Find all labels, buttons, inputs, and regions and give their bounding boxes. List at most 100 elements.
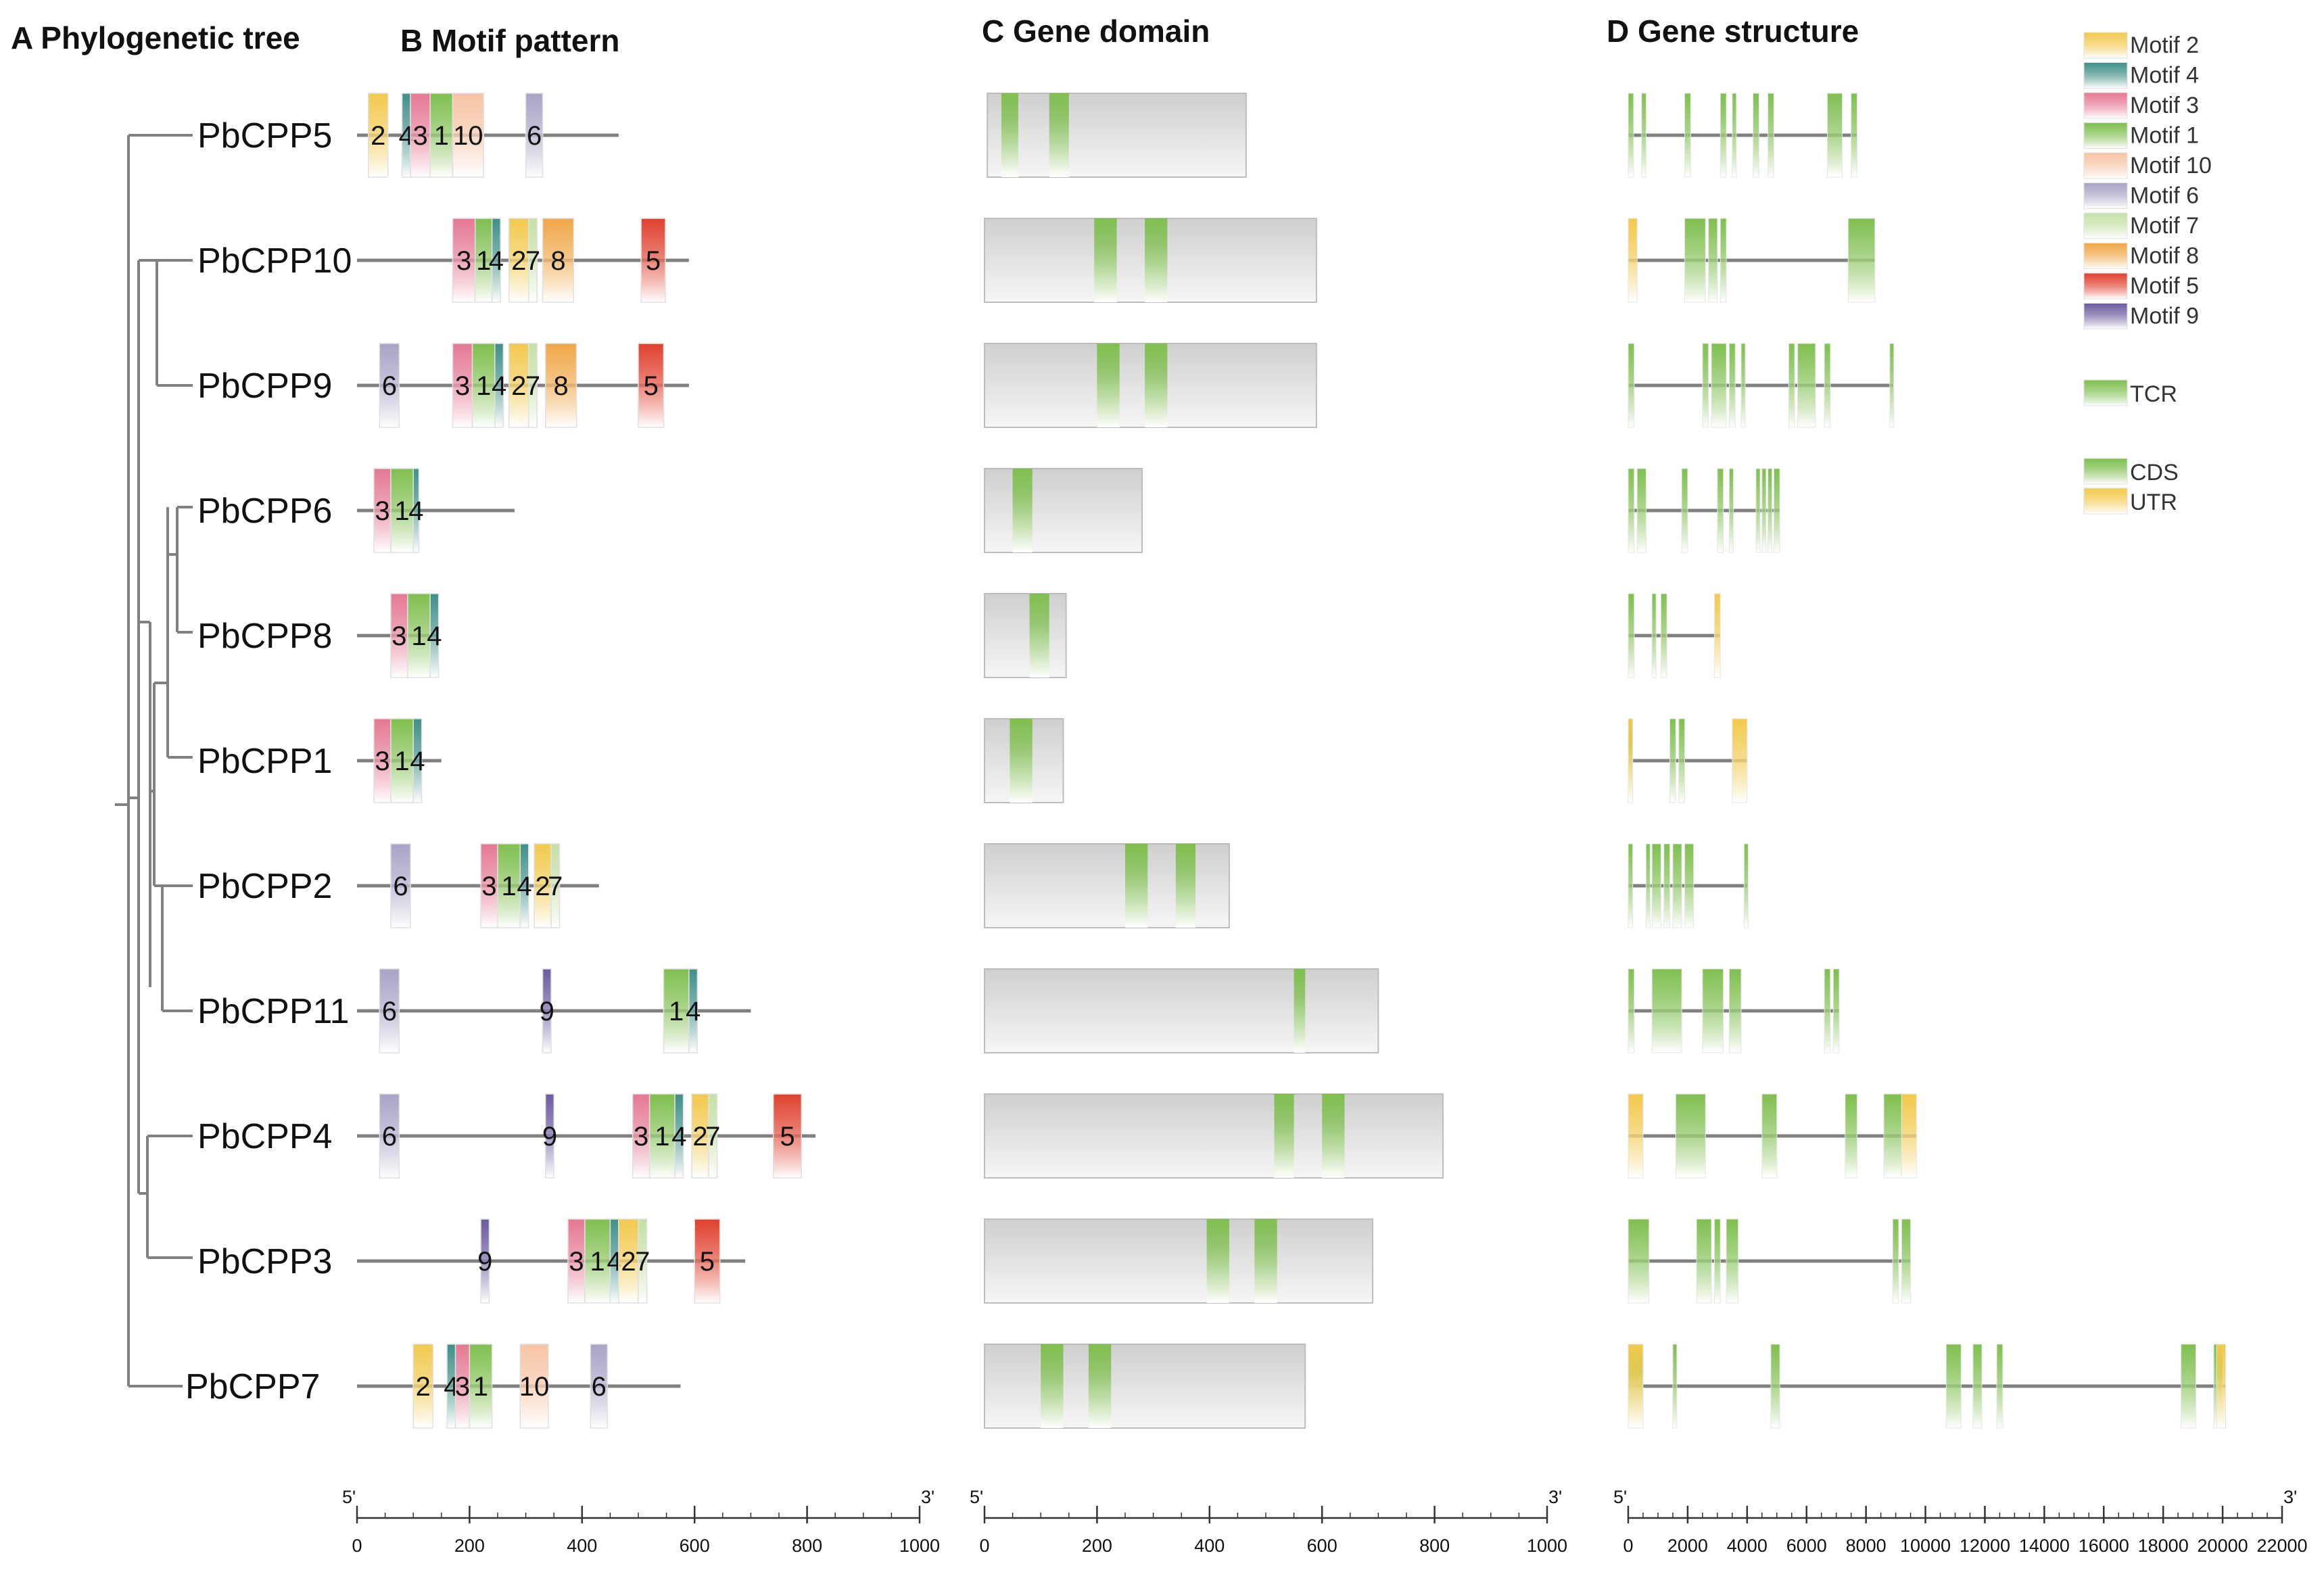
scale-axes: 0 200 400 600 800 1000 5' 3' 0 200 400 600 800 1000 5'…: [342, 1487, 2308, 1556]
axis-tick-label: 1000: [1527, 1536, 1567, 1556]
motif-label: 4: [427, 621, 442, 651]
cds-exon: [1636, 468, 1646, 553]
motif-4-box: [429, 593, 440, 678]
tcr-domain: [1294, 969, 1306, 1053]
tcr-domain: [1001, 93, 1018, 177]
motif-9-box: [542, 968, 552, 1053]
motif-label: 10: [453, 121, 483, 151]
axis-tick-label: 16000: [2079, 1536, 2129, 1556]
panel-title-gene-structure: D Gene structure: [1607, 14, 1859, 49]
motif-label: 7: [525, 371, 540, 401]
tcr-domain: [1012, 469, 1033, 552]
cds-exon: [1768, 93, 1774, 178]
cds-exon: [1945, 1344, 1962, 1429]
gene-name: PbCPP8: [197, 617, 332, 656]
motif-label: 6: [382, 1122, 397, 1151]
motif-8-box: [542, 218, 575, 303]
axis-tick-label: 22000: [2256, 1536, 2307, 1556]
cds-exon: [1761, 468, 1767, 553]
axis-b: 0 200 400 600 800 1000 5' 3': [342, 1487, 940, 1556]
domain-box: [984, 1218, 1374, 1304]
legend-label-motif-9: Motif 9: [2130, 304, 2199, 329]
cds-exon: [1641, 93, 1646, 178]
motif-label: 5: [700, 1247, 715, 1277]
domain-box: [984, 968, 1379, 1053]
cds-exon: [1720, 93, 1727, 178]
cds-exon: [1628, 968, 1635, 1053]
axis-tick-label: 800: [792, 1536, 822, 1556]
gene-row-pbcpp4: PbCPP4 6 9 3 1 4 27 5: [197, 1093, 1917, 1179]
cds-exon: [1628, 343, 1635, 428]
domain-box: [984, 593, 1067, 678]
motif-label: 3: [456, 246, 471, 276]
cds-exon: [1684, 843, 1694, 928]
motif-label: 2: [621, 1247, 636, 1277]
motif-3-box: [480, 843, 498, 928]
gene-name: PbCPP4: [197, 1117, 332, 1156]
cds-exon: [1996, 1344, 2003, 1429]
axis-tick-label: 14000: [2019, 1536, 2070, 1556]
domain-box: [987, 93, 1247, 178]
axis-start-label: 5': [342, 1487, 356, 1507]
motif-2-box: [412, 1344, 434, 1429]
axis-tick-label: 400: [567, 1536, 597, 1556]
motif-label: 7: [635, 1247, 650, 1277]
motif-label: 4: [408, 496, 423, 526]
motif-label: 4: [489, 246, 504, 276]
motif-label: 1: [394, 496, 409, 526]
motif-10-box: [452, 93, 484, 178]
tcr-domain: [1097, 343, 1120, 427]
utr-region: [1732, 718, 1748, 803]
cds-exon: [1672, 843, 1682, 928]
cds-exon: [1696, 1218, 1712, 1304]
motif-label: 1: [476, 371, 491, 401]
motif-label: 1: [655, 1122, 669, 1151]
motif-label: 1: [473, 1372, 488, 1402]
motif-label: 1: [590, 1247, 605, 1277]
domain-box: [984, 468, 1143, 553]
gene-name: PbCPP6: [197, 492, 332, 531]
motif-label: 2: [371, 121, 385, 151]
motif-7-box: [550, 843, 561, 928]
legend-swatch-tcr: [2083, 379, 2128, 406]
cds-exon: [1660, 593, 1667, 678]
axis-start-label: 5': [1613, 1487, 1627, 1507]
motif-2-box: [508, 343, 529, 428]
motif-2-box: [508, 218, 529, 303]
domain-box: [984, 1344, 1306, 1429]
motif-1-box: [390, 468, 414, 553]
gene-row-pbcpp3: PbCPP3 9 3 1 427 5: [197, 1218, 1912, 1304]
motif-label: 1: [434, 121, 449, 151]
utr-region: [1901, 1093, 1917, 1179]
gene-row-pbcpp6: PbCPP6 3 14: [197, 468, 1780, 553]
utr-region: [1628, 1093, 1644, 1179]
motif-label: 2: [416, 1372, 431, 1402]
motif-label: 6: [527, 121, 542, 151]
tcr-domain: [1041, 1344, 1064, 1428]
motif-3-box: [373, 718, 392, 803]
axis-tick-label: 12000: [1960, 1536, 2010, 1556]
motif-label: 3: [375, 496, 389, 526]
motif-6-box: [379, 1093, 400, 1179]
cds-exon: [1826, 93, 1843, 178]
gene-row-pbcpp11: PbCPP11 6 9 1 4: [197, 968, 1840, 1053]
motif-label: 4: [517, 872, 531, 901]
panel-title-gene-domain: C Gene domain: [982, 14, 1210, 49]
motif-label: 4: [492, 371, 506, 401]
cds-exon: [1883, 1093, 1902, 1179]
legend-swatch-motif-10: [2083, 152, 2128, 179]
motif-7-box: [528, 343, 538, 428]
axis-tick-label: 400: [1194, 1536, 1225, 1556]
motif-label: 8: [553, 371, 568, 401]
motif-3-box: [452, 343, 473, 428]
cds-exon: [1645, 843, 1651, 928]
gene-row-pbcpp8: PbCPP8 3 1 4: [197, 593, 1721, 678]
tcr-domain: [1254, 1219, 1277, 1303]
cds-exon: [1702, 968, 1724, 1053]
axis-tick-label: 1000: [899, 1536, 940, 1556]
cds-exon: [1678, 718, 1686, 803]
motif-label: 3: [455, 1372, 470, 1402]
tcr-domain: [1145, 218, 1168, 302]
cds-exon: [1797, 343, 1816, 428]
motif-7-box: [708, 1093, 718, 1179]
